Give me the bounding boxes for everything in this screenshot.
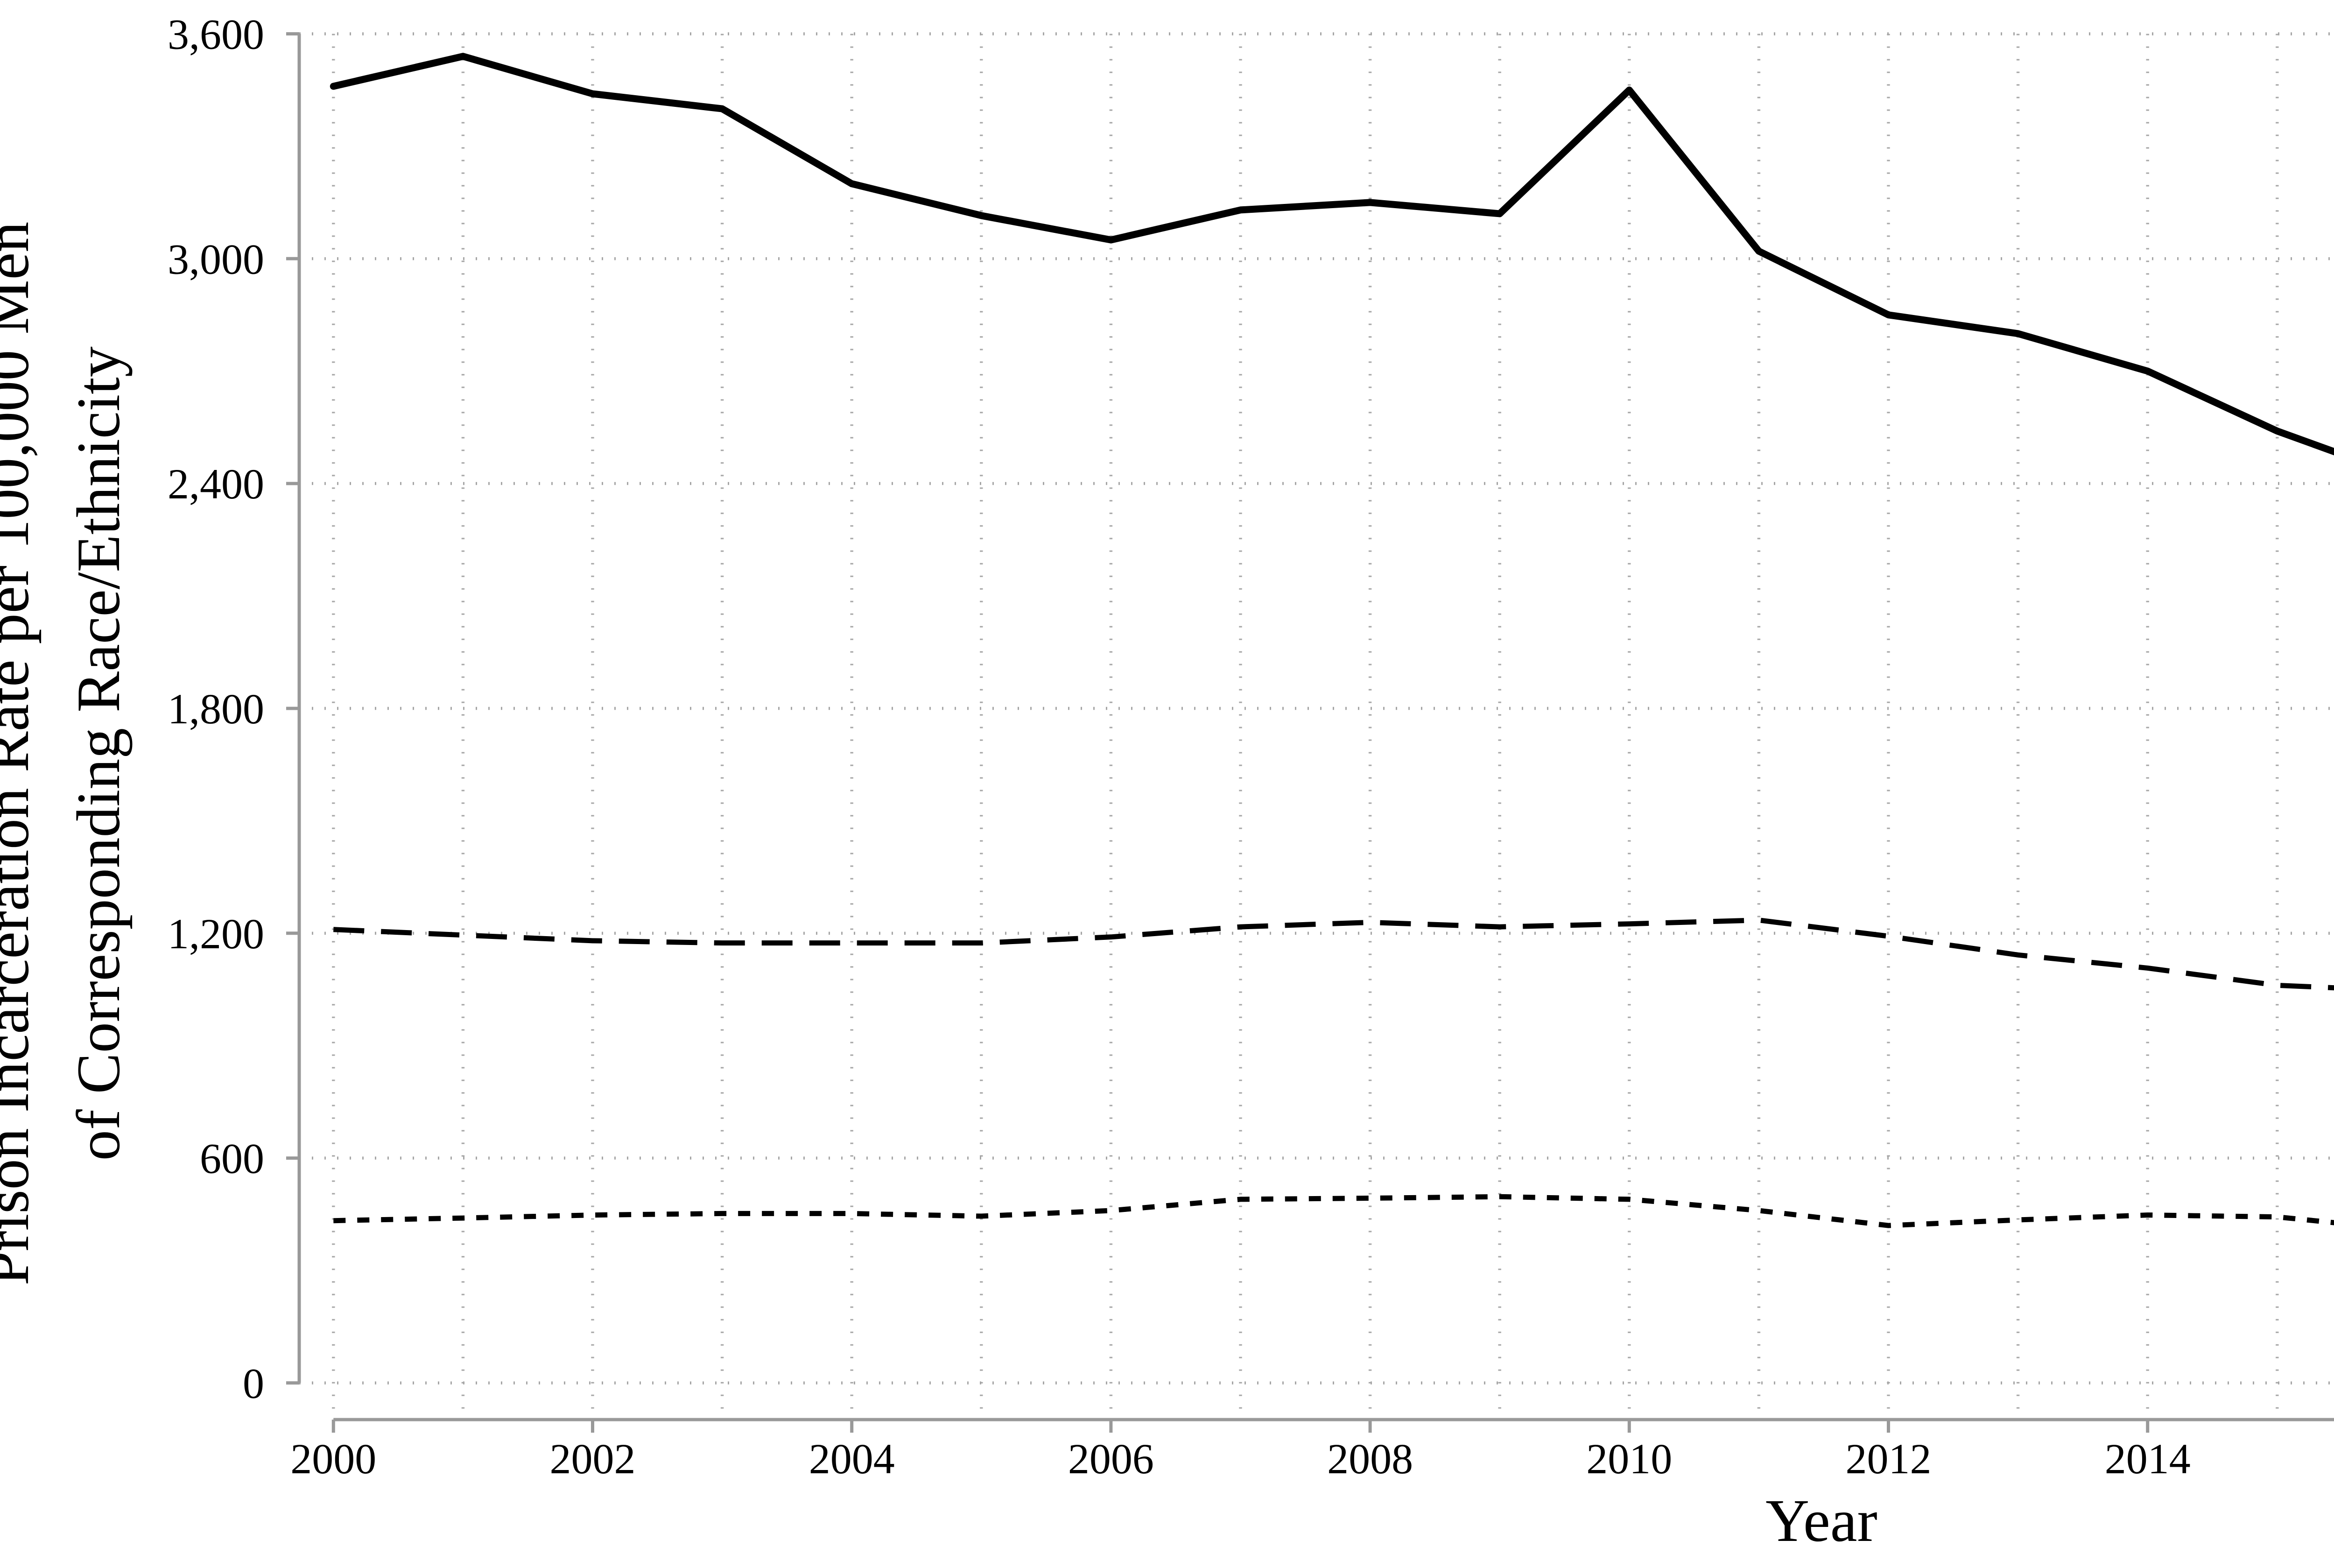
svg-text:0: 0 [243, 1359, 264, 1407]
svg-text:2006: 2006 [1068, 1435, 1154, 1483]
svg-text:1,800: 1,800 [168, 685, 264, 733]
svg-text:3,000: 3,000 [168, 235, 264, 283]
svg-text:2012: 2012 [1846, 1435, 1932, 1483]
svg-text:3,600: 3,600 [168, 11, 264, 58]
svg-text:2008: 2008 [1327, 1435, 1413, 1483]
svg-text:600: 600 [200, 1135, 264, 1183]
svg-text:Prison Incarceration Rate per: Prison Incarceration Rate per 100,000 Me… [0, 222, 42, 1286]
svg-text:2004: 2004 [809, 1435, 895, 1483]
svg-text:2000: 2000 [290, 1435, 376, 1483]
svg-text:2014: 2014 [2105, 1435, 2191, 1483]
svg-text:1,200: 1,200 [168, 910, 264, 958]
svg-text:Year: Year [1765, 1487, 1877, 1554]
svg-text:2002: 2002 [550, 1435, 636, 1483]
svg-text:2,400: 2,400 [168, 460, 264, 508]
svg-text:2010: 2010 [1586, 1435, 1672, 1483]
svg-text:of Corresponding Race/Ethnicit: of Corresponding Race/Ethnicity [64, 346, 133, 1161]
